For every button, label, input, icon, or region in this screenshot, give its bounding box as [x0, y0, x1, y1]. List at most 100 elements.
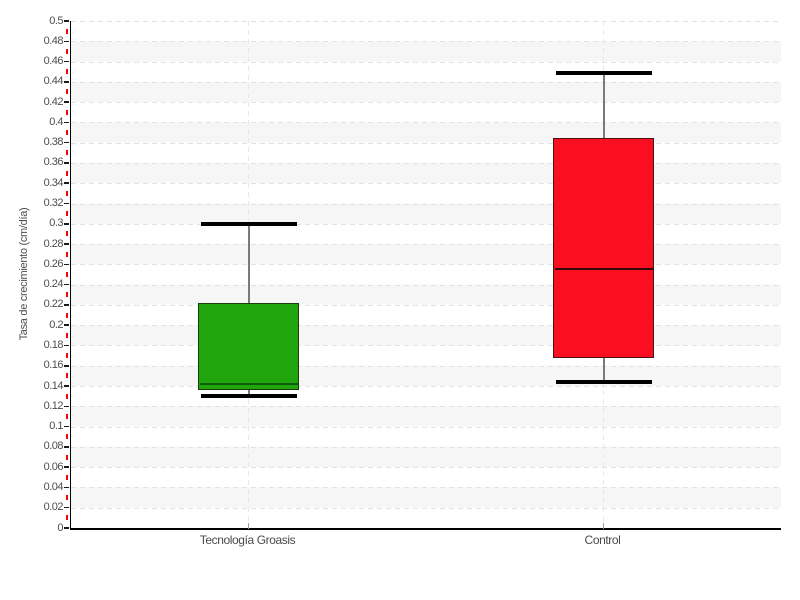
- gridline-horizontal: [71, 21, 781, 22]
- y-tick-label: 0.46: [43, 55, 64, 68]
- y-tick-label: 0.22: [43, 298, 64, 311]
- y-major-tick: [64, 385, 69, 387]
- gridline-horizontal: [71, 284, 781, 286]
- gridline-horizontal: [71, 61, 781, 63]
- whisker-cap-min: [200, 394, 297, 399]
- y-minor-tick: [66, 130, 68, 136]
- y-major-tick: [64, 121, 69, 124]
- y-major-tick: [64, 182, 69, 184]
- y-tick-label: 0.26: [43, 257, 64, 270]
- y-minor-tick: [66, 515, 68, 521]
- y-major-tick: [64, 365, 69, 367]
- y-minor-tick: [66, 231, 68, 237]
- whisker-cap-max: [200, 221, 297, 226]
- gridline-horizontal: [71, 203, 781, 205]
- y-major-tick: [64, 162, 69, 164]
- y-minor-tick: [66, 454, 68, 460]
- y-minor-tick: [66, 150, 68, 156]
- y-minor-tick: [66, 434, 68, 440]
- gridline-horizontal: [71, 304, 781, 306]
- y-minor-tick: [66, 48, 68, 54]
- y-major-tick: [64, 344, 69, 347]
- gridline-horizontal: [71, 102, 781, 104]
- y-tick-label: 0.04: [43, 480, 64, 493]
- gridline-horizontal: [71, 183, 781, 185]
- y-major-tick: [64, 20, 69, 22]
- whisker-stem-upper: [602, 72, 605, 138]
- gridline-horizontal: [71, 41, 781, 43]
- y-major-tick: [64, 263, 69, 266]
- y-major-tick: [64, 223, 69, 225]
- gridline-horizontal: [71, 244, 781, 246]
- y-minor-tick: [66, 272, 68, 277]
- gridline-horizontal: [71, 345, 781, 347]
- plot-area: [70, 21, 781, 530]
- y-tick-label: 0.08: [43, 440, 64, 453]
- median-line: [554, 268, 653, 271]
- x-axis-label-tecnologia-groasis: Tecnología Groasis: [199, 533, 296, 547]
- y-major-tick: [64, 446, 69, 448]
- whisker-stem-lower: [247, 390, 250, 397]
- y-minor-tick: [66, 373, 68, 379]
- gridline-horizontal: [71, 507, 781, 509]
- y-major-tick: [64, 141, 69, 144]
- y-minor-tick: [66, 332, 68, 338]
- y-major-tick: [64, 466, 69, 468]
- y-tick-label: 0.1: [49, 420, 63, 433]
- box-tecnologia-groasis: [198, 302, 299, 391]
- gridline-horizontal: [71, 365, 781, 367]
- gridline-horizontal: [71, 426, 781, 428]
- y-tick-label: 0.12: [43, 399, 64, 412]
- y-minor-tick: [66, 211, 68, 217]
- y-minor-tick: [66, 28, 68, 34]
- whisker-stem-lower: [602, 357, 605, 382]
- y-major-tick: [64, 243, 69, 245]
- y-major-tick: [64, 324, 69, 326]
- y-minor-tick: [66, 251, 68, 257]
- y-tick-label: 0.06: [43, 460, 64, 473]
- gridline-horizontal: [71, 223, 781, 225]
- y-tick-label: 0.4: [49, 115, 63, 128]
- y-major-tick: [64, 202, 69, 205]
- y-tick-label: 0.18: [43, 338, 64, 351]
- gridline-horizontal: [71, 264, 781, 266]
- y-tick-label: 0.48: [43, 34, 64, 47]
- y-major-tick: [64, 506, 69, 509]
- y-minor-tick: [66, 495, 68, 501]
- gridline-horizontal: [71, 446, 781, 448]
- y-minor-tick: [66, 353, 68, 359]
- y-major-tick: [64, 40, 69, 43]
- y-major-tick: [64, 60, 69, 63]
- y-tick-label: 0.42: [43, 95, 64, 108]
- y-tick-label: 0.36: [43, 156, 64, 169]
- y-major-tick: [64, 81, 69, 83]
- y-minor-tick: [66, 474, 68, 480]
- y-major-tick: [64, 283, 69, 286]
- gridline-horizontal: [71, 81, 781, 83]
- whisker-cap-min: [555, 379, 652, 384]
- y-tick-label: 0.16: [43, 359, 64, 372]
- x-axis-label-control: Control: [584, 533, 621, 547]
- y-minor-tick: [66, 292, 68, 298]
- y-tick-label: 0.34: [43, 176, 64, 189]
- y-major-tick: [64, 486, 69, 489]
- gridline-horizontal: [71, 122, 781, 124]
- y-tick-label: 0.44: [43, 75, 64, 88]
- gridline-horizontal: [71, 162, 781, 164]
- y-tick-label: 0.3: [49, 217, 63, 230]
- y-minor-tick: [66, 89, 68, 95]
- gridline-horizontal: [71, 467, 781, 469]
- y-major-tick: [64, 101, 69, 103]
- gridline-horizontal: [71, 386, 781, 388]
- y-tick-label: 0.24: [43, 278, 64, 291]
- y-tick-label: 0.5: [49, 14, 63, 27]
- y-minor-tick: [66, 170, 68, 176]
- median-line: [199, 383, 298, 385]
- y-minor-tick: [66, 312, 68, 318]
- box-control: [553, 137, 654, 358]
- y-minor-tick: [66, 393, 68, 399]
- y-tick-label: 0.14: [43, 379, 64, 392]
- y-tick-label: 0.28: [43, 237, 64, 250]
- whisker-cap-max: [555, 70, 652, 75]
